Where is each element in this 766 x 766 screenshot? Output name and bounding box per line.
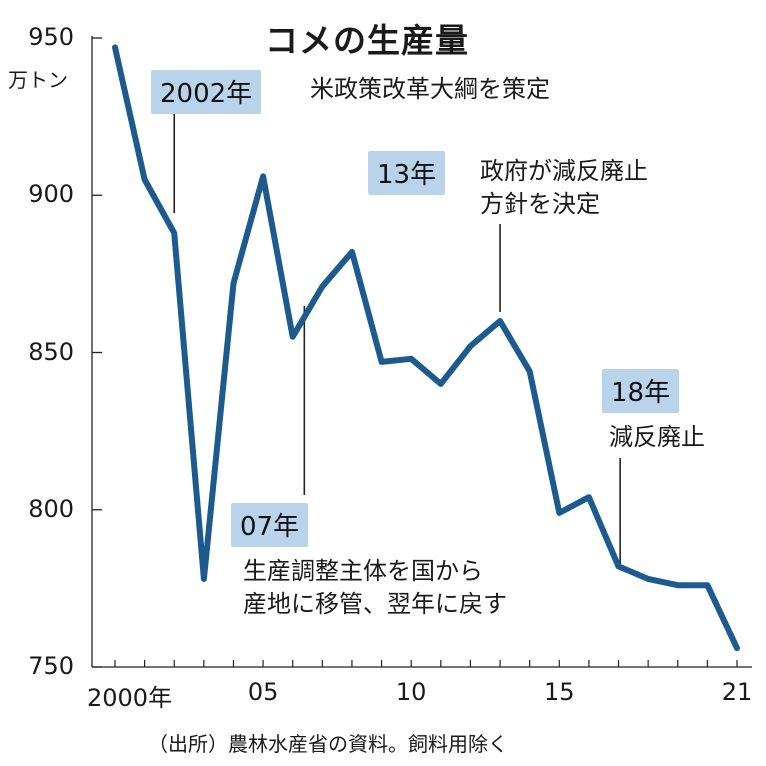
annotation-badge-2007: 07年 [231, 503, 309, 547]
series-layer [112, 44, 740, 652]
data-point [557, 511, 561, 515]
data-point [498, 319, 502, 323]
series-line [112, 44, 740, 652]
annotation-text-2013-line2: 方針を決定 [480, 190, 600, 218]
y-tick-label: 800 [28, 494, 74, 523]
y-tick-label: 750 [28, 652, 74, 680]
annotation-text-2007-line2: 産地に移管、翌年に戻す [243, 590, 507, 618]
source-note: （出所）農林水産省の資料。飼料用除く [148, 732, 508, 756]
data-point [261, 174, 265, 178]
data-point [439, 382, 443, 386]
x-tick-label: 05 [247, 678, 279, 706]
data-point [528, 369, 532, 373]
data-point [646, 577, 650, 581]
data-point [202, 577, 206, 581]
annotation-text-2002: 米政策改革大綱を策定 [310, 75, 550, 103]
annotation-badge-2018: 18年 [602, 369, 680, 413]
annotation-text-2018: 減反廃止 [609, 423, 705, 451]
y-tick-label: 900 [28, 180, 74, 209]
annotation-badge-2013: 13年 [368, 151, 446, 195]
x-tick-label: 10 [395, 678, 427, 706]
data-point [113, 45, 117, 49]
data-point [468, 344, 472, 348]
data-point [172, 231, 176, 235]
data-point [231, 281, 235, 285]
y-tick-label: 950 [28, 23, 74, 51]
x-tick-label: 15 [544, 678, 575, 706]
data-point [735, 646, 739, 650]
annotation-leaders [173, 112, 621, 570]
data-point [350, 250, 354, 254]
annotation-text-2007-line1: 生産調整主体を国から [243, 557, 483, 585]
y-tick-label: 850 [28, 337, 74, 366]
x-tick-label: 2000年 [87, 684, 173, 712]
x-tick-label: 21 [721, 678, 753, 706]
annotation-text-2013-line1: 政府が減反廃止 [480, 157, 648, 185]
chart-title: コメの生産量 [265, 21, 469, 60]
y-axis-unit: 万トン [8, 68, 68, 92]
annotation-badge-2002: 2002年 [151, 70, 262, 114]
axes [91, 36, 752, 668]
data-point [320, 284, 324, 288]
data-point [676, 583, 680, 587]
data-point [143, 178, 147, 182]
data-point [705, 583, 709, 587]
data-point [587, 495, 591, 499]
data-point [291, 335, 295, 339]
data-point [380, 360, 384, 364]
data-point [409, 357, 413, 361]
data-point [617, 564, 621, 568]
